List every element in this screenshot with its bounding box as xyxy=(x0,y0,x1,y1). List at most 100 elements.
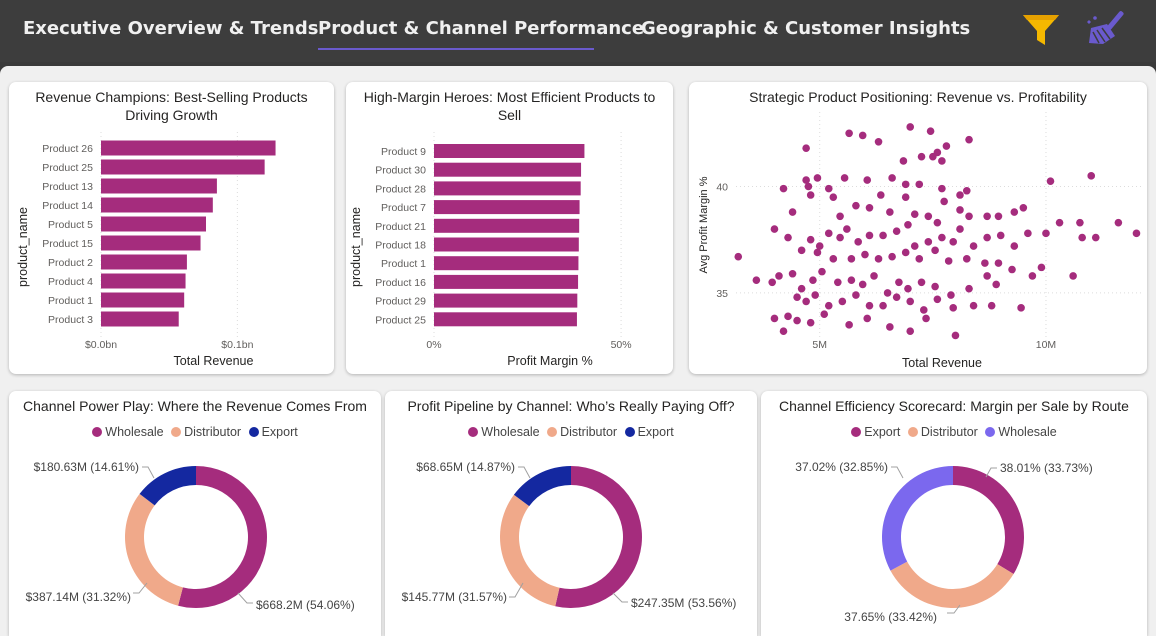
bar xyxy=(434,144,585,158)
scatter-point xyxy=(1010,208,1019,216)
y-tick-label: Product 25 xyxy=(42,162,93,174)
donut-slice xyxy=(953,466,1024,575)
broom-icon[interactable] xyxy=(1085,10,1131,53)
scatter-point xyxy=(824,301,833,310)
legend-dot xyxy=(248,427,259,437)
strategic-positioning-card[interactable]: Strategic Product Positioning: Revenue v… xyxy=(689,82,1147,374)
tab-executive-overview[interactable]: Executive Overview & Trends xyxy=(23,18,319,39)
legend-item[interactable]: Distributor xyxy=(907,425,978,439)
scatter-point xyxy=(949,238,958,246)
scatter-point xyxy=(965,284,973,293)
scatter-point xyxy=(797,246,806,255)
scatter-point xyxy=(1091,233,1100,242)
scatter-point xyxy=(992,280,1000,289)
scatter-point xyxy=(1028,272,1037,280)
tab-geographic-customer-insights[interactable]: Geographic & Customer Insights xyxy=(641,18,971,39)
legend-item[interactable]: Wholesale xyxy=(92,425,164,439)
scatter-point xyxy=(901,248,910,257)
bar xyxy=(101,311,179,327)
bar xyxy=(434,274,579,289)
data-label: $145.77M (31.57%) xyxy=(402,590,507,604)
scatter-point xyxy=(947,291,955,299)
legend-item[interactable]: Export xyxy=(851,425,900,439)
scatter-point xyxy=(996,231,1005,240)
high-margin-heroes-card[interactable]: High-Margin Heroes: Most Efficient Produ… xyxy=(346,82,673,374)
profit-pipeline-card[interactable]: Profit Pipeline by Channel: Who’s Really… xyxy=(385,391,757,636)
scatter-point xyxy=(906,123,915,131)
tab-product-channel-performance[interactable]: Product & Channel Performance xyxy=(318,18,645,39)
scatter-point xyxy=(994,259,1003,267)
revenue-champions-chart: $0.0bn $0.1bn Product 26 Product 25 Product … xyxy=(16,132,276,368)
y-tick-label: Product 16 xyxy=(375,277,426,289)
scatter-point xyxy=(1076,218,1084,227)
scatter-point xyxy=(813,174,822,182)
x-tick-label: 50% xyxy=(611,339,632,351)
profit-pipeline-chart: $247.35M (53.56%) $145.77M (31.57%) $68.65… xyxy=(402,460,737,610)
legend-item[interactable]: Export xyxy=(248,425,298,439)
bar xyxy=(101,292,185,308)
scatter-point xyxy=(877,191,885,199)
bar xyxy=(101,178,217,194)
scatter-point xyxy=(824,229,833,238)
legend-dot xyxy=(851,427,862,437)
legend-item[interactable]: Distributor xyxy=(547,425,617,439)
scatter-point xyxy=(938,157,946,165)
bar xyxy=(434,200,580,215)
scatter-point xyxy=(917,152,926,161)
leader-line xyxy=(612,592,628,603)
bar xyxy=(101,235,201,251)
channel-efficiency-card[interactable]: Channel Efficiency Scorecard: Margin per… xyxy=(761,391,1147,636)
scatter-point xyxy=(788,208,797,216)
y-tick-label: Product 30 xyxy=(375,165,426,177)
leader-line xyxy=(133,582,148,594)
scatter-point xyxy=(854,238,862,246)
scatter-point xyxy=(829,255,838,263)
scatter-point xyxy=(929,152,937,161)
scatter-point xyxy=(806,318,815,327)
scatter-point xyxy=(901,180,910,189)
high-margin-heroes-chart: 0% 50% Product 9 Product 30 Product 28 Produc… xyxy=(349,132,632,368)
legend-item[interactable]: Distributor xyxy=(171,425,241,439)
scatter-point xyxy=(845,129,853,138)
scatter-point xyxy=(981,259,989,267)
leader-line xyxy=(142,466,155,479)
scatter-point xyxy=(931,246,939,255)
scatter-point xyxy=(806,235,815,244)
chart-title: Channel Efficiency Scorecard: Margin per… xyxy=(779,398,1129,414)
scatter-point xyxy=(838,297,847,306)
bar xyxy=(101,216,206,232)
funnel-icon[interactable] xyxy=(1021,12,1061,53)
scatter-point xyxy=(840,174,849,182)
y-tick-label: Product 2 xyxy=(48,257,93,269)
scatter-point xyxy=(788,269,797,278)
strategic-positioning-chart: 5M 10M 35 40 Total Revenue Avg Profit Margin … xyxy=(698,112,1141,370)
scatter-point xyxy=(1017,304,1025,312)
legend-dot xyxy=(468,427,479,437)
y-tick-label: Product 5 xyxy=(48,219,93,231)
scatter-point xyxy=(1087,172,1096,180)
scatter-point xyxy=(863,176,872,184)
scatter-point xyxy=(752,276,761,284)
scatter-point xyxy=(1132,229,1141,238)
legend-item[interactable]: Wholesale xyxy=(468,425,540,439)
chart-legend: Wholesale Distributor Export xyxy=(9,425,381,439)
donut-slice xyxy=(882,466,953,571)
channel-power-play-card[interactable]: Channel Power Play: Where the Revenue Co… xyxy=(9,391,381,636)
scatter-point xyxy=(895,278,903,287)
scatter-point xyxy=(931,282,939,291)
x-tick-label: 0% xyxy=(426,339,441,351)
scatter-point xyxy=(820,310,829,319)
scatter-point xyxy=(802,144,810,152)
scatter-point xyxy=(815,242,824,250)
scatter-point xyxy=(901,193,910,201)
chart-title: Profit Pipeline by Channel: Who’s Really… xyxy=(407,398,735,414)
x-axis-title: Total Revenue xyxy=(902,356,982,370)
legend-item[interactable]: Export xyxy=(624,425,674,439)
revenue-champions-card[interactable]: Revenue Champions: Best-Selling Products… xyxy=(9,82,334,374)
legend-item[interactable]: Wholesale xyxy=(985,425,1057,439)
scatter-point xyxy=(793,293,801,301)
scatter-point xyxy=(951,331,960,340)
scatter-point xyxy=(768,278,777,287)
y-tick-label: Product 3 xyxy=(48,314,93,326)
bar xyxy=(434,162,582,177)
